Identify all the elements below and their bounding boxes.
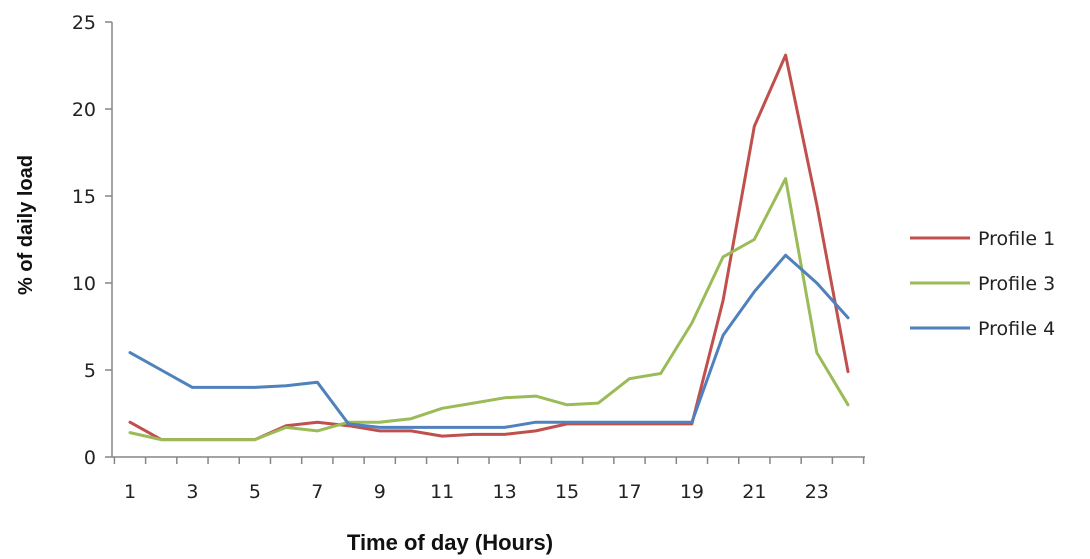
x-ticks: 1 3 5 7 9 11 13 15 17 19 21 23: [113, 457, 865, 503]
x-tick-label: 21: [742, 481, 766, 503]
y-tick-label: 10: [72, 273, 96, 295]
legend-label: Profile 3: [978, 273, 1055, 295]
series-line-profile-4: [128, 253, 850, 429]
legend: Profile 1 Profile 3 Profile 4: [910, 228, 1055, 340]
x-tick-label: 17: [617, 481, 641, 503]
legend-label: Profile 1: [978, 228, 1055, 250]
x-tick-label: 15: [555, 481, 579, 503]
x-tick-label: 5: [249, 481, 261, 503]
y-tick-label: 0: [84, 447, 96, 469]
x-tick-label: 1: [124, 481, 136, 503]
x-tick-label: 23: [805, 481, 829, 503]
y-ticks: 0 5 10 15 20 25: [72, 12, 112, 469]
x-tick-label: 11: [430, 481, 454, 503]
x-tick-label: 19: [680, 481, 704, 503]
series-lines: [128, 53, 850, 442]
y-tick-label: 20: [72, 99, 96, 121]
y-tick-label: 5: [84, 360, 96, 382]
y-tick-label: 15: [72, 186, 96, 208]
x-tick-label: 3: [186, 481, 198, 503]
legend-label: Profile 4: [978, 318, 1055, 340]
x-tick-label: 13: [493, 481, 517, 503]
x-axis-label: Time of day (Hours): [347, 530, 553, 555]
x-tick-label: 7: [311, 481, 323, 503]
series-line-profile-3: [128, 177, 850, 442]
y-axis-label: % of daily load: [15, 155, 37, 295]
y-tick-label: 25: [72, 12, 96, 34]
x-tick-label: 9: [374, 481, 386, 503]
